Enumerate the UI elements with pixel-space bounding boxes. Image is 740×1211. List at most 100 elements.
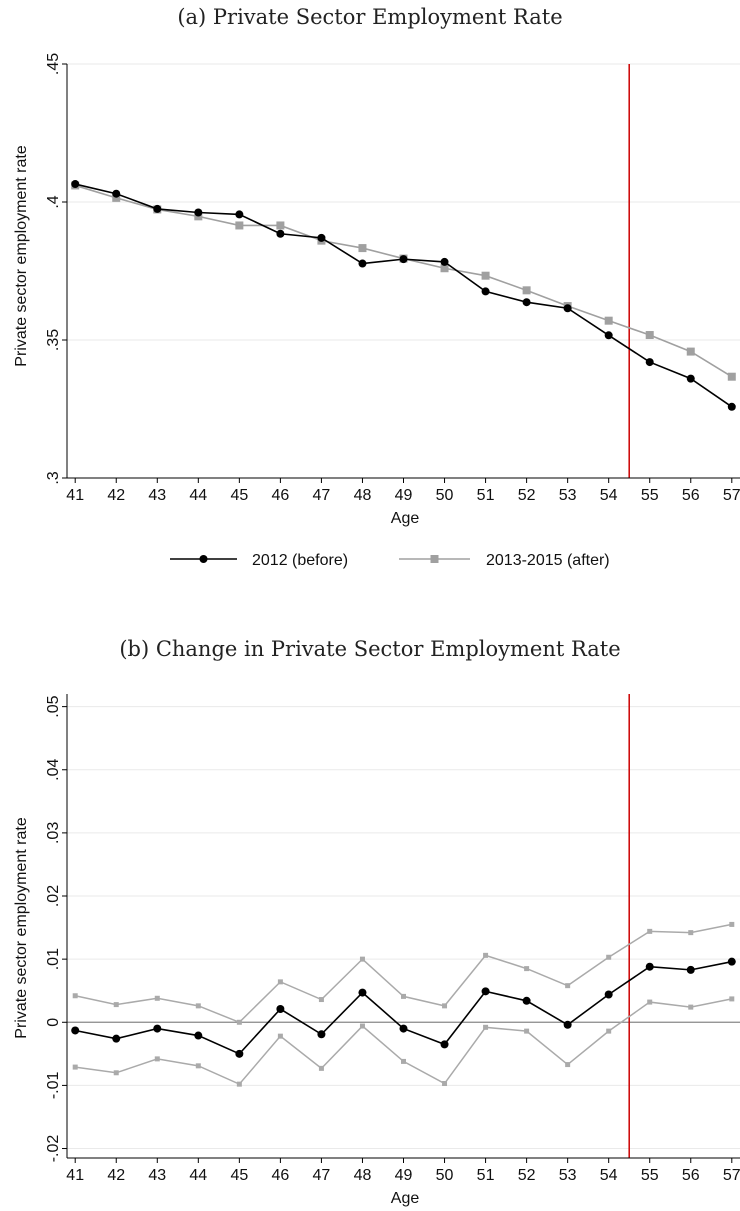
data-point (276, 221, 285, 230)
y-tick-label: .05 (45, 695, 62, 717)
data-point (522, 286, 531, 295)
data-point (645, 331, 654, 340)
data-point (194, 208, 203, 217)
data-point (440, 1040, 449, 1049)
data-point (153, 1024, 162, 1033)
data-point (72, 993, 78, 999)
y-tick-label: .02 (45, 885, 62, 907)
data-point (317, 233, 326, 242)
series-0 (71, 957, 736, 1058)
data-point (442, 1003, 448, 1009)
panel-a-y-axis-label: Private sector employment rate (13, 145, 30, 367)
data-point (688, 930, 694, 936)
data-point (401, 1058, 406, 1064)
data-point (565, 1062, 571, 1068)
data-point (236, 1019, 242, 1025)
x-tick-label: 56 (682, 1167, 700, 1184)
data-point (399, 1024, 408, 1033)
data-point (112, 1034, 121, 1043)
data-point (358, 244, 367, 253)
panel-a-private-sector-employment-rate: (a) Private Sector Employment Rate .3 .35… (13, 5, 740, 569)
x-tick-label: 52 (518, 487, 536, 504)
y-tick-label: 0 (45, 1018, 62, 1027)
x-tick-label: 52 (518, 1167, 536, 1184)
y-tick-label: .4 (45, 195, 62, 208)
data-point (277, 979, 283, 985)
data-point (401, 993, 406, 999)
panel-b-x-axis-label: Age (391, 1190, 420, 1207)
data-point (71, 180, 80, 189)
data-point (276, 229, 285, 238)
legend-marker-2013-2015-after (430, 555, 439, 563)
x-tick-label: 51 (477, 487, 495, 504)
x-tick-label: 57 (723, 487, 740, 504)
data-point (606, 954, 612, 960)
data-point (236, 1081, 242, 1087)
x-tick-label: 53 (559, 487, 577, 504)
data-point (276, 1005, 285, 1014)
y-tick-label: .01 (45, 948, 62, 970)
data-point (440, 264, 449, 273)
panel-b-title: (b) Change in Private Sector Employment … (119, 637, 620, 661)
y-tick-label: .03 (45, 822, 62, 844)
data-point (440, 257, 449, 266)
data-point (727, 957, 736, 966)
series-line (75, 183, 733, 408)
series-line (75, 998, 732, 1086)
legend-marker-2012-before (199, 555, 208, 563)
x-tick-label: 50 (436, 1167, 454, 1184)
x-tick-label: 55 (641, 487, 659, 504)
data-point (727, 372, 736, 381)
x-tick-label: 46 (271, 1167, 289, 1184)
x-tick-label: 49 (395, 1167, 413, 1184)
data-point (442, 1081, 448, 1087)
data-point (277, 1033, 283, 1039)
x-tick-label: 42 (107, 487, 125, 504)
panel-b-series (71, 921, 736, 1087)
x-tick-label: 50 (436, 487, 454, 504)
x-tick-label: 47 (313, 487, 331, 504)
data-point (686, 965, 695, 974)
data-point (195, 1063, 201, 1069)
y-tick-label: -.01 (45, 1072, 62, 1100)
x-tick-label: 42 (107, 1167, 125, 1184)
series-line (74, 184, 733, 378)
x-tick-label: 46 (271, 487, 289, 504)
data-point (318, 997, 324, 1003)
data-point (235, 1049, 244, 1058)
x-tick-label: 54 (600, 1167, 618, 1184)
data-point (604, 316, 613, 325)
y-tick-label: .04 (45, 759, 62, 781)
series-line (75, 960, 732, 1055)
x-tick-label: 51 (477, 1167, 495, 1184)
data-point (481, 271, 490, 280)
series-1 (72, 921, 735, 1025)
series-0 (71, 180, 736, 411)
series-2 (72, 996, 735, 1087)
data-point (399, 255, 408, 264)
data-point (524, 966, 530, 972)
data-point (729, 996, 735, 1002)
data-point (688, 1004, 694, 1010)
data-point (686, 374, 695, 383)
data-point (72, 1064, 78, 1070)
panel-a-axes: .3 .35 .4 .45 41 42 43 44 45 46 47 48 49 50 51 52 53 54 55… (45, 53, 740, 504)
data-point (565, 983, 571, 989)
data-point (727, 402, 736, 411)
data-point (359, 956, 365, 962)
legend-label-2012-before: 2012 (before) (252, 552, 348, 569)
x-tick-label: 41 (66, 487, 84, 504)
data-point (113, 1002, 119, 1008)
y-tick-label: .45 (45, 53, 62, 75)
x-tick-label: 47 (313, 1167, 331, 1184)
data-point (358, 988, 367, 997)
data-point (71, 1026, 80, 1035)
data-point (481, 287, 490, 296)
x-tick-label: 45 (230, 1167, 248, 1184)
x-tick-label: 41 (66, 1167, 84, 1184)
panel-a-title: (a) Private Sector Employment Rate (177, 5, 562, 29)
data-point (645, 358, 654, 367)
data-point (606, 1028, 612, 1034)
x-tick-label: 54 (600, 487, 618, 504)
